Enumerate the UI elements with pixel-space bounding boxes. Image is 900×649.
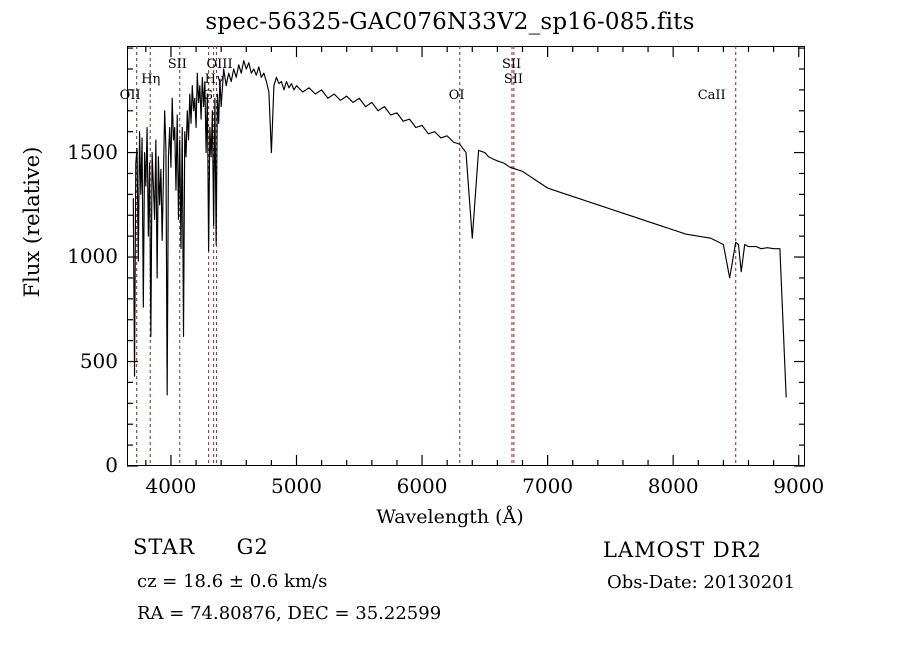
line-label-sii2: SII bbox=[501, 57, 522, 72]
x-tick-5000: 5000 bbox=[271, 474, 322, 498]
spectrum-canvas bbox=[127, 46, 805, 467]
plot-frame bbox=[127, 46, 805, 466]
line-label-g: G bbox=[202, 88, 213, 103]
y-tick-1000: 1000 bbox=[67, 244, 118, 269]
footer-object-type: STAR bbox=[133, 535, 196, 559]
line-label-oiii: OIII bbox=[206, 57, 233, 72]
line-label-hgamma: Hγ bbox=[204, 72, 224, 87]
x-tick-8000: 8000 bbox=[647, 474, 699, 498]
line-label-sii1: SII bbox=[167, 57, 187, 72]
y-tick-500: 500 bbox=[79, 348, 118, 373]
x-tick-6000: 6000 bbox=[396, 474, 448, 498]
footer-survey: LAMOST DR2 bbox=[603, 538, 762, 562]
line-markers bbox=[136, 46, 737, 466]
x-tick-4000: 4000 bbox=[145, 474, 197, 498]
axis-ticks bbox=[127, 46, 805, 467]
line-label-oii: OII bbox=[119, 88, 141, 103]
line-label-caii: CaII bbox=[697, 88, 726, 103]
spectrum-trace bbox=[132, 60, 787, 398]
footer-obs-date: Obs-Date: 20130201 bbox=[607, 572, 796, 593]
x-tick-9000: 9000 bbox=[773, 474, 825, 498]
line-label-oi: OI bbox=[448, 88, 465, 103]
y-tick-labels: 0 500 1000 1500 bbox=[52, 0, 118, 649]
line-label-heta: Hη bbox=[141, 72, 161, 87]
y-tick-0: 0 bbox=[105, 453, 118, 477]
y-axis-label: Flux (relative) bbox=[20, 146, 44, 298]
footer-spectral-class: G2 bbox=[236, 535, 269, 559]
x-axis-label: Wavelength (Å) bbox=[376, 506, 524, 528]
line-label-sii3: SII bbox=[503, 72, 524, 87]
footer-cz: cz = 18.6 ± 0.6 km/s bbox=[137, 571, 328, 592]
footer-object-class: STAR G2 bbox=[133, 535, 269, 559]
y-tick-1500: 1500 bbox=[67, 139, 118, 164]
footer-radec: RA = 74.80876, DEC = 35.22599 bbox=[137, 603, 442, 624]
page-title: spec-56325-GAC076N33V2_sp16-085.fits bbox=[205, 9, 695, 35]
x-tick-7000: 7000 bbox=[522, 474, 574, 498]
